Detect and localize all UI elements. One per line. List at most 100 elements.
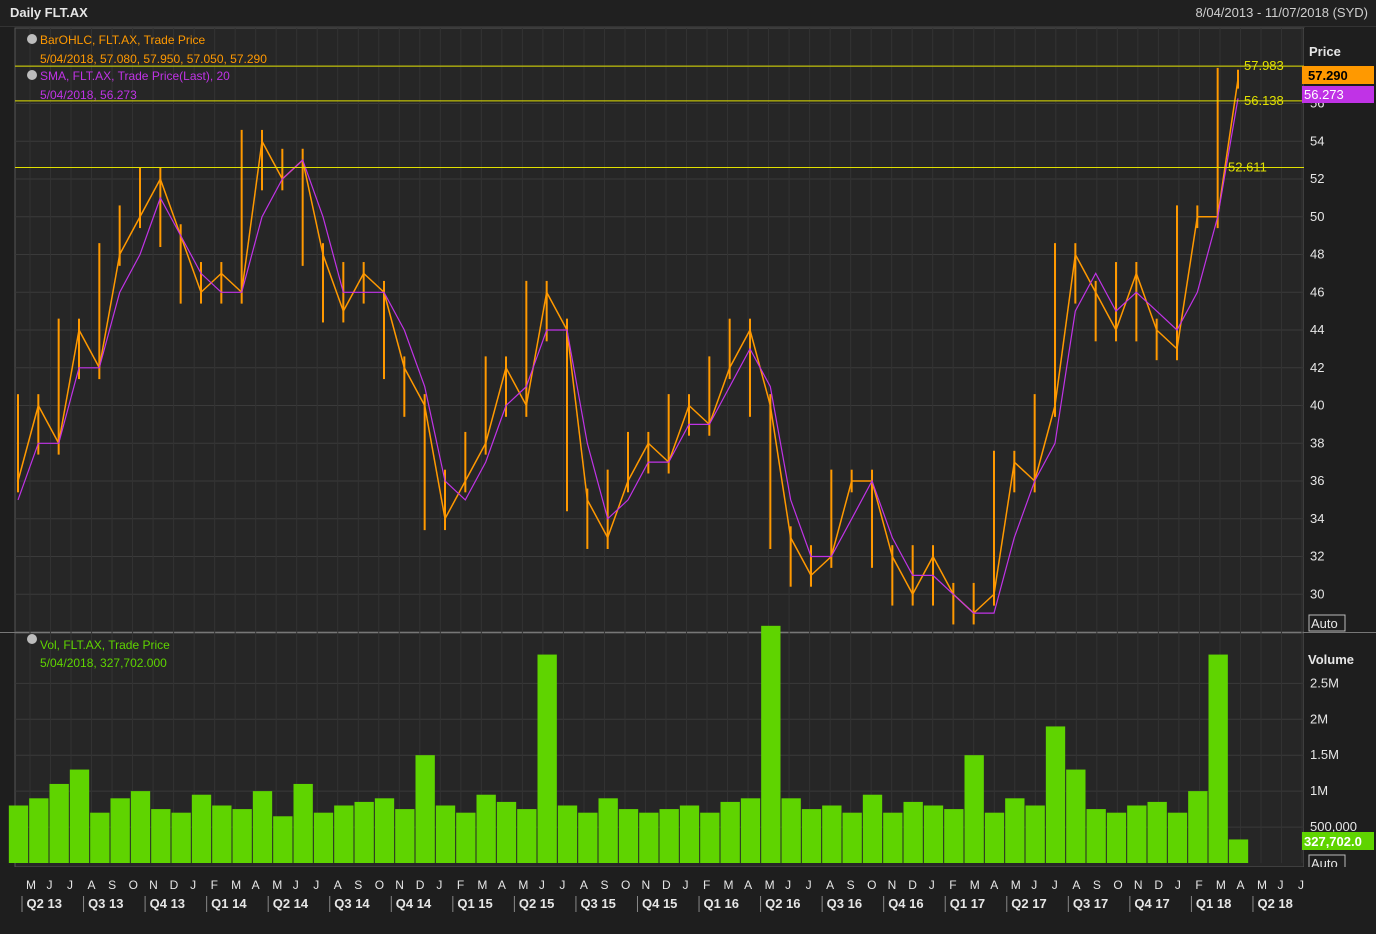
month-tick-label: D [416, 878, 425, 892]
volume-bar [923, 805, 944, 863]
price-tick-label: 32 [1310, 549, 1324, 564]
month-tick-label: J [436, 878, 442, 892]
price-segment [891, 556, 914, 595]
volume-tick-label: 2.5M [1310, 675, 1339, 690]
chart-svg: 57.983 56.138 52.611 BarOHLC, FLT.AX, Trad… [0, 27, 1376, 934]
volume-bar [191, 794, 212, 863]
volume-bar [1005, 798, 1025, 863]
month-tick-label: S [847, 878, 855, 892]
price-segment [57, 329, 80, 444]
sma-legend-icon[interactable] [27, 70, 37, 80]
price-legend-values: 5/04/2018, 57.080, 57.950, 57.050, 57.29… [40, 52, 267, 66]
volume-bar [903, 801, 923, 863]
price-segment [301, 159, 324, 255]
volume-bar [313, 812, 334, 863]
horizontal-line-label: 52.611 [1228, 159, 1267, 174]
volume-bar [435, 805, 456, 863]
price-auto-button[interactable] [1308, 614, 1346, 632]
price-segment [1095, 291, 1117, 331]
price-segment [790, 537, 812, 576]
volume-legend-icon[interactable] [27, 634, 37, 644]
price-legend: BarOHLC, FLT.AX, Trade Price 5/04/2018, … [27, 33, 267, 102]
quarter-tick-label: Q2 18 [1257, 896, 1292, 911]
volume-bar [862, 794, 883, 863]
month-tick-label: A [1072, 878, 1080, 892]
volume-bar [578, 812, 598, 863]
last-sma-label: 56.273 [1304, 87, 1344, 102]
month-tick-label: A [1236, 878, 1244, 892]
price-tick-label: 40 [1310, 398, 1324, 413]
price-segment [464, 442, 487, 482]
price-segment [525, 292, 548, 406]
quarter-tick-label: Q3 13 [88, 896, 123, 911]
price-tick-label: 48 [1310, 247, 1324, 262]
price-segment [647, 442, 670, 463]
month-tick-label: J [806, 878, 812, 892]
month-tick-label: J [539, 878, 545, 892]
volume-bar [1188, 791, 1208, 863]
month-tick-label: J [190, 878, 196, 892]
volume-bar [557, 805, 578, 863]
volume-bar [29, 798, 49, 863]
month-tick-label: J [1052, 878, 1058, 892]
price-segment [220, 272, 243, 293]
quarter-tick-label: Q1 17 [950, 896, 985, 911]
price-tick-label: 46 [1310, 284, 1324, 299]
month-tick-label: J [293, 878, 299, 892]
volume-bar [720, 801, 740, 863]
month-tick-label: M [1216, 878, 1226, 892]
price-segment [810, 555, 832, 576]
volume-bar [212, 805, 232, 863]
volume-axis-title: Volume [1308, 652, 1354, 667]
volume-legend-values: 5/04/2018, 327,702.000 [40, 656, 167, 670]
price-segment [1033, 405, 1056, 482]
price-tick-label: 52 [1310, 171, 1324, 186]
volume-tick-label: 1M [1310, 783, 1328, 798]
volume-bar [1167, 812, 1188, 863]
quarter-tick-label: Q3 14 [334, 896, 370, 911]
quarter-tick-label: Q1 16 [704, 896, 739, 911]
volume-bar [334, 805, 354, 863]
month-tick-label: M [272, 878, 282, 892]
month-tick-label: F [1195, 878, 1202, 892]
volume-bar [354, 801, 374, 863]
last-sma-tag [1302, 86, 1374, 103]
month-tick-label: A [334, 878, 342, 892]
volume-bar [659, 809, 679, 863]
volume-bar [801, 809, 822, 863]
month-tick-label: M [724, 878, 734, 892]
quarter-tick-label: Q4 15 [642, 896, 677, 911]
month-tick-label: J [1277, 878, 1283, 892]
price-segment [17, 405, 40, 482]
quarter-tick-label: Q3 16 [827, 896, 862, 911]
volume-bar [1208, 654, 1228, 863]
price-segment [973, 593, 995, 614]
month-tick-label: A [498, 878, 506, 892]
price-segment [119, 216, 141, 255]
price-legend-icon[interactable] [27, 34, 37, 44]
month-tick-label: M [970, 878, 980, 892]
price-segment [403, 367, 426, 406]
volume-bar [700, 812, 720, 863]
price-tick-label: 42 [1310, 360, 1324, 375]
price-auto-label: Auto [1311, 616, 1338, 631]
date-range: 8/04/2013 - 11/07/2018 (SYD) [1195, 5, 1369, 20]
price-segment [484, 367, 507, 444]
volume-bar [842, 812, 862, 863]
month-tick-label: J [1298, 878, 1304, 892]
quarter-tick-label: Q2 16 [765, 896, 800, 911]
month-tick-label: J [313, 878, 319, 892]
month-tick-label: J [683, 878, 689, 892]
volume-bar [69, 769, 90, 863]
volume-tick-label: 2M [1310, 711, 1328, 726]
price-segment [667, 405, 690, 463]
month-tick-label: O [129, 878, 138, 892]
volume-bar [984, 812, 1005, 863]
price-segment [1176, 216, 1199, 349]
month-tick-label: J [929, 878, 935, 892]
volume-bar [90, 812, 110, 863]
price-segment [993, 462, 1016, 595]
last-price-label: 57.290 [1308, 68, 1348, 83]
volume-bar [476, 794, 496, 863]
quarter-tick-label: Q1 14 [211, 896, 247, 911]
